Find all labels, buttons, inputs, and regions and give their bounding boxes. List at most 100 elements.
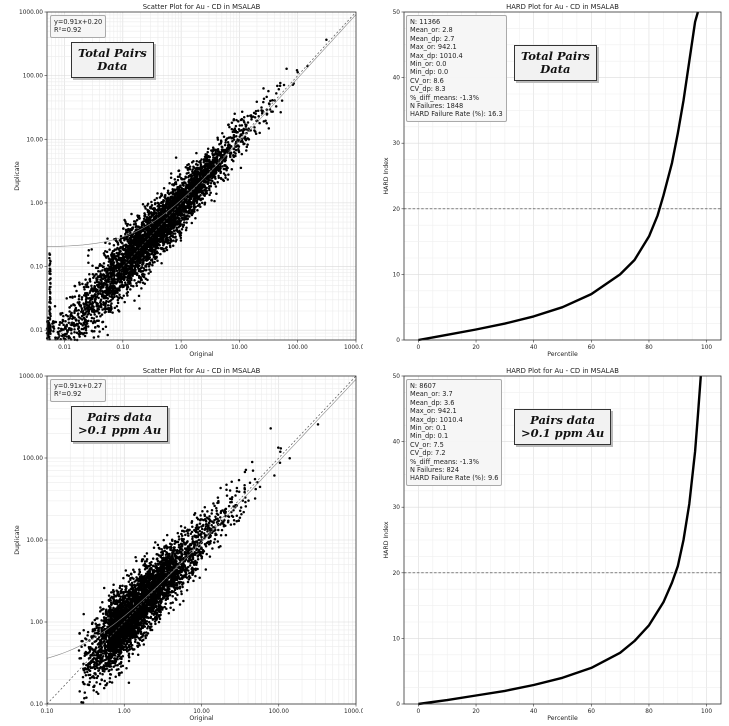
scatter-point xyxy=(64,320,67,323)
y-tick-label: 50 xyxy=(393,10,401,16)
scatter-point xyxy=(104,311,107,314)
scatter-point xyxy=(53,327,56,330)
scatter-point xyxy=(78,690,81,693)
scatter-point xyxy=(152,214,155,217)
scatter-point xyxy=(122,294,125,297)
scatter-point xyxy=(77,309,80,312)
scatter-point xyxy=(185,226,188,229)
scatter-point xyxy=(55,321,58,324)
scatter-point xyxy=(153,237,156,240)
scatter-point xyxy=(180,190,183,193)
scatter-point xyxy=(127,286,130,289)
scatter-point xyxy=(165,237,168,240)
scatter-point xyxy=(105,296,108,299)
scatter-point xyxy=(130,265,133,268)
scatter-point xyxy=(157,544,160,547)
scatter-point xyxy=(276,85,279,88)
scatter-point xyxy=(141,264,144,267)
scatter-point xyxy=(139,242,142,245)
scatter-point xyxy=(190,210,193,213)
scatter-point xyxy=(151,230,154,233)
scatter-point xyxy=(116,305,119,308)
scatter-point xyxy=(116,291,119,294)
scatter-point xyxy=(49,291,51,293)
scatter-point xyxy=(114,307,117,310)
scatter-point xyxy=(87,294,90,297)
y-tick-label: 40 xyxy=(393,76,401,82)
scatter-point xyxy=(116,266,119,269)
scatter-point xyxy=(48,336,51,339)
scatter-point xyxy=(84,292,87,295)
y-tick-label: 100.00 xyxy=(23,74,44,80)
scatter-point xyxy=(187,167,190,170)
scatter-point xyxy=(49,333,52,336)
scatter-point xyxy=(269,100,272,103)
scatter-point xyxy=(123,284,126,287)
y-tick-label: 1000.00 xyxy=(19,10,43,16)
scatter-point xyxy=(168,221,171,224)
scatter-point xyxy=(206,151,209,154)
scatter-point xyxy=(182,214,185,217)
scatter-point xyxy=(68,335,71,338)
scatter-point xyxy=(223,168,226,171)
scatter-point xyxy=(111,281,114,284)
scatter-point xyxy=(102,303,105,306)
scatter-point xyxy=(203,189,206,192)
scatter-point xyxy=(138,239,141,242)
scatter-point xyxy=(200,158,203,161)
scatter-point xyxy=(117,302,120,305)
scatter-point xyxy=(188,179,191,182)
scatter-point xyxy=(109,310,112,313)
scatter-point xyxy=(184,217,187,220)
scatter-point xyxy=(204,506,207,509)
scatter-point xyxy=(174,189,177,192)
scatter-point xyxy=(165,200,168,203)
scatter-point xyxy=(164,194,167,197)
scatter-point xyxy=(145,218,148,221)
scatter-point xyxy=(187,163,190,166)
scatter-point xyxy=(89,279,92,282)
scatter-point xyxy=(48,257,50,259)
scatter-point xyxy=(167,190,170,193)
scatter-point xyxy=(213,200,216,203)
scatter-point xyxy=(95,279,98,282)
scatter-point xyxy=(119,250,122,253)
scatter-point xyxy=(91,330,94,333)
scatter-point xyxy=(183,221,186,224)
scatter-point xyxy=(201,202,204,205)
scatter-point xyxy=(87,286,90,289)
scatter-point xyxy=(48,264,50,266)
scatter-point xyxy=(185,176,188,179)
scatter-point xyxy=(141,221,144,224)
scatter-point xyxy=(148,257,151,260)
scatter-point xyxy=(258,132,261,135)
stat-line: Min_or: 0.0 xyxy=(410,60,503,68)
scatter-point xyxy=(134,223,137,226)
scatter-point xyxy=(212,156,215,159)
scatter-point xyxy=(254,113,257,116)
scatter-point xyxy=(192,160,195,163)
scatter-point xyxy=(180,178,183,181)
scatter-point xyxy=(185,211,188,214)
scatter-point xyxy=(251,461,254,464)
scatter-point xyxy=(279,85,282,88)
scatter-point xyxy=(175,193,178,196)
scatter-point xyxy=(92,276,95,279)
scatter-point xyxy=(175,156,178,159)
scatter-point xyxy=(185,221,188,224)
scatter-point xyxy=(144,205,147,208)
scatter-point xyxy=(219,163,222,166)
scatter-point xyxy=(156,247,159,250)
x-tick-label: 100 xyxy=(701,345,712,351)
scatter-point xyxy=(103,687,106,690)
scatter-point xyxy=(105,256,108,259)
scatter-point xyxy=(143,267,146,270)
scatter-point xyxy=(146,263,149,266)
scatter-point xyxy=(163,199,166,202)
scatter-point xyxy=(54,305,57,308)
scatter-point xyxy=(119,285,122,288)
scatter-point xyxy=(108,260,111,263)
scatter-point xyxy=(234,152,237,155)
